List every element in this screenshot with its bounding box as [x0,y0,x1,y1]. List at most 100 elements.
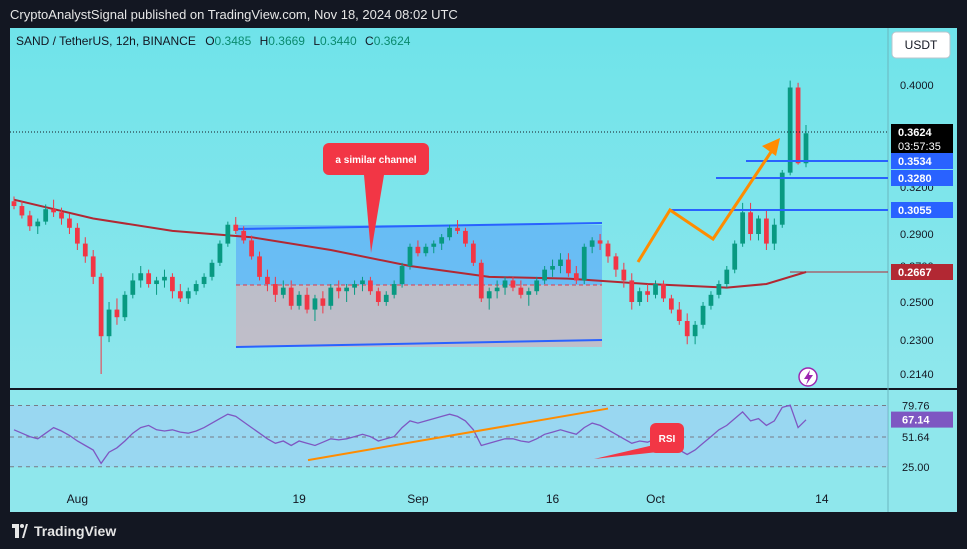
candle-body [27,215,33,227]
candle-body [661,284,666,299]
candle-body [724,269,730,285]
candle-body [716,284,722,295]
price-badge-background [891,202,953,218]
price-tick-label: 0.2500 [900,297,934,309]
candle-body [581,246,587,281]
candle-body [518,287,524,295]
candle-body [368,280,373,292]
candles [11,80,809,374]
candle-body [684,321,690,337]
candle-body [447,227,452,238]
candle-body [296,294,302,306]
tradingview-brand: TradingView [34,523,117,539]
candle-body [11,201,17,207]
currency-button[interactable]: USDT [891,31,951,59]
candle-body [304,294,310,310]
candle-body [423,246,429,254]
candle-body [249,240,254,257]
candle-body [589,240,595,247]
price-badge-background [891,124,953,154]
candle-body [185,291,191,299]
candle-body [193,284,199,292]
candle-body [138,273,144,281]
price-badge-label: 0.3624 [898,127,933,139]
candle-body [700,305,706,325]
candle-body [597,240,603,244]
moving-average-path [13,198,807,289]
price-badge-label: 0.2667 [898,267,932,279]
candle-body [114,309,120,318]
time-tick-label: 16 [546,492,560,506]
svg-text:USDT: USDT [905,38,938,52]
candle-body [779,172,785,225]
price-tick-label: 0.2300 [900,335,934,347]
candle-body [272,284,278,295]
price-badge-label: 0.3055 [898,205,932,217]
price-badge-background [891,153,953,169]
candle-body [764,218,769,244]
candle-body [209,262,215,277]
footer: TradingView [0,512,967,549]
candle-body [502,280,508,288]
candle-body [756,218,761,234]
candle-body [613,256,619,270]
time-tick-label: Sep [407,492,429,506]
candle-body [35,221,41,227]
candle-body [605,243,611,257]
candle-body [732,243,738,270]
candle-body [478,262,484,299]
projection-arrow-head [762,138,780,156]
candle-body [629,280,635,302]
time-tick-label: Oct [646,492,665,506]
candle-body [494,287,500,292]
candle-body [740,212,746,244]
candle-body [431,243,437,247]
time-tick-label: 14 [815,492,829,506]
moving-average-line [13,198,807,289]
rsi-trendline [307,407,609,462]
candle-body [653,284,658,295]
candle-body [336,287,342,292]
candle-body [130,280,136,295]
arrow-annotations [636,138,780,263]
candle-body [146,273,152,285]
price-badge-background [891,170,953,186]
candle-body [170,276,175,292]
candle-body [217,243,223,263]
candle-body [375,291,381,302]
candle-body [455,227,460,231]
candle-body [787,87,793,173]
candle-body [463,230,468,244]
lightning-icon[interactable] [798,367,818,387]
candle-body [486,291,492,299]
projection-arrow-line [636,145,777,263]
candle-body [312,298,318,310]
candle-body [59,212,64,219]
candle-body [803,133,809,164]
candle-body [154,280,159,285]
candle-body [771,224,777,244]
candle-body [748,212,753,234]
channel-upper-zone [236,225,602,285]
candle-body [542,269,548,281]
candle-body [90,256,96,277]
candle-body [534,280,540,292]
candle-body [637,291,643,302]
candle-body [526,291,532,295]
price-badge-label: 0.3280 [898,173,932,185]
similar-channel-callout: a similar channel [323,143,429,253]
time-axis: Aug19Sep16Oct14Nov18 [67,492,829,506]
channel-upper-line [235,222,603,230]
rsi-current-badge [891,411,953,428]
rsi-indicator: 79.76 67.14 51.64 25.00 [10,400,953,474]
price-tick-label: 0.2140 [900,369,934,381]
channel-lower-line [235,339,603,348]
time-axis-background [10,482,957,512]
candle-body [573,273,579,281]
candle-body [162,276,167,281]
symbol-label: SAND / TetherUS, 12h, BINANCE O0.3485 H0… [16,34,411,48]
candle-body [233,224,239,231]
candle-body [558,259,563,266]
candle-body [74,227,80,244]
